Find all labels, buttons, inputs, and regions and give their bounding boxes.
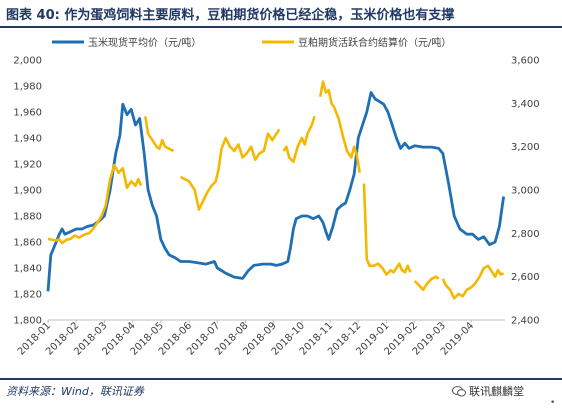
y-left-tick-label: 2,000	[13, 56, 42, 67]
y-right-tick-label: 3,600	[511, 56, 540, 67]
figure-title: 作为蛋鸡饲料主要原料，豆粕期货价格已经企稳，玉米价格也有支撑	[64, 8, 455, 23]
legend-label-soymeal: 豆粕期货活跃合约结算价（元/吨）	[298, 36, 451, 49]
y-right-tick-label: 3,400	[511, 99, 540, 110]
page-title: 图表 40: 作为蛋鸡饲料主要原料，豆粕期货价格已经企稳，玉米价格也有支撑	[6, 4, 558, 24]
series-line-soymeal-segment	[362, 183, 412, 276]
y-left-tick-label: 1,840	[13, 264, 42, 275]
y-left-tick-label: 1,920	[13, 160, 42, 171]
y-left-tick-label: 1,980	[13, 82, 42, 93]
legend-label-corn: 玉米现货平均价（元/吨）	[88, 36, 201, 49]
series-line-soymeal-segment	[282, 115, 316, 164]
series-line-soymeal-segment	[441, 264, 505, 300]
series-line-corn	[46, 91, 505, 292]
y-left-tick-label: 1,800	[13, 316, 42, 327]
title-rule	[0, 26, 562, 28]
corner-mark: •	[550, 398, 556, 408]
chart-series	[46, 80, 505, 300]
figure-label: 图表 40:	[6, 8, 60, 23]
y-right-tick-label: 2,600	[511, 272, 540, 283]
source-note: 资料来源：Wind，联讯证券	[6, 385, 144, 398]
footer-rule	[0, 378, 562, 380]
y-left-tick-label: 1,860	[13, 238, 42, 249]
y-right-tick-label: 2,800	[511, 229, 540, 240]
y-right-tick-label: 2,400	[511, 316, 540, 327]
series-line-soymeal-segment	[144, 116, 175, 153]
wechat-icon	[452, 385, 466, 397]
line-chart: 玉米现货平均价（元/吨） 豆粕期货活跃合约结算价（元/吨） 1,8001,8201…	[13, 36, 539, 358]
y-left-tick-label: 1,900	[13, 186, 42, 197]
chart-axes: 1,800 1,820 1,840 1,860 1,880 1,900 1,920 1,940…	[13, 56, 539, 358]
series-line-soymeal-segment	[179, 128, 281, 211]
brand-name: 联讯麒麟堂	[469, 385, 524, 398]
y-right-tick-label: 3,000	[511, 186, 540, 197]
series-line-soymeal-segment	[413, 275, 440, 291]
y-left-tick-label: 1,880	[13, 212, 42, 223]
y-left-tick-label: 1,960	[13, 108, 42, 119]
chart-legend: 玉米现货平均价（元/吨） 豆粕期货活跃合约结算价（元/吨）	[52, 36, 451, 49]
y-left-tick-label: 1,940	[13, 134, 42, 145]
series-line-soymeal-segment	[318, 80, 361, 173]
y-left-tick-label: 1,820	[13, 290, 42, 301]
series-line-soymeal-segment	[47, 163, 143, 245]
y-right-tick-label: 3,200	[511, 142, 540, 153]
brand-badge: 联讯麒麟堂	[452, 383, 524, 399]
